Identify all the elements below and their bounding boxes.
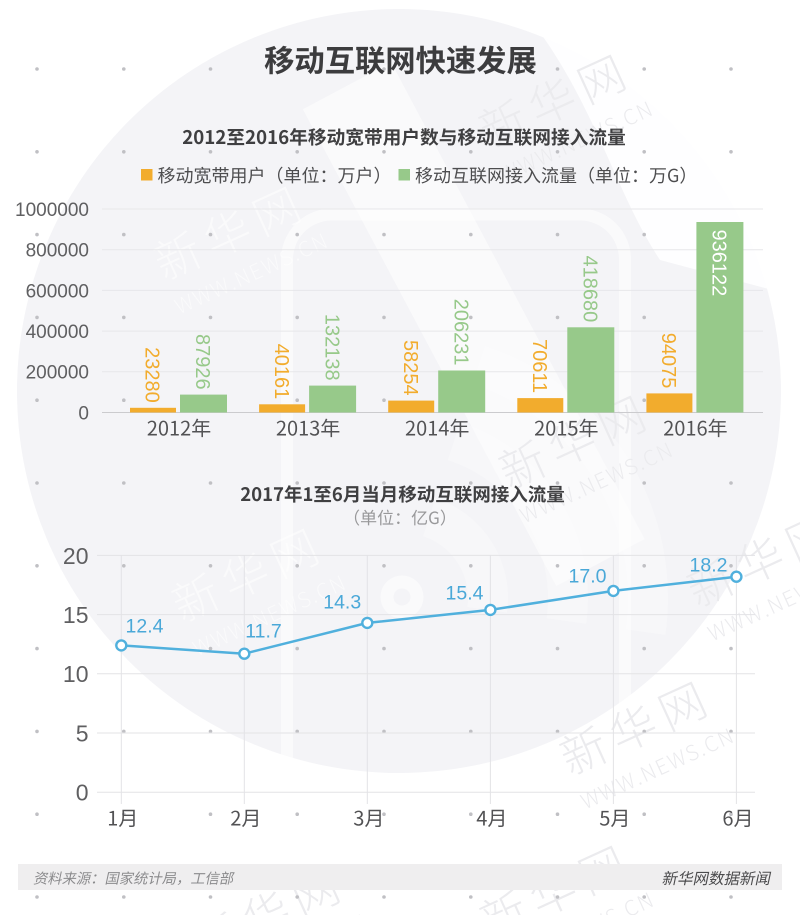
- svg-text:5: 5: [76, 720, 89, 746]
- svg-text:15.4: 15.4: [446, 583, 484, 605]
- svg-text:0: 0: [78, 403, 89, 424]
- svg-text:200000: 200000: [26, 363, 89, 384]
- svg-text:17.0: 17.0: [569, 566, 607, 588]
- svg-text:18.2: 18.2: [690, 554, 728, 576]
- svg-text:87926: 87926: [191, 334, 213, 390]
- svg-text:206231: 206231: [449, 299, 471, 366]
- svg-text:1000000: 1000000: [15, 200, 89, 221]
- svg-text:12.4: 12.4: [126, 616, 164, 638]
- svg-text:20: 20: [63, 543, 89, 569]
- svg-text:800000: 800000: [26, 241, 89, 262]
- svg-text:11.7: 11.7: [245, 620, 282, 642]
- svg-text:14.3: 14.3: [323, 592, 361, 614]
- svg-text:132138: 132138: [320, 314, 342, 381]
- svg-text:23280: 23280: [141, 347, 163, 403]
- svg-text:418680: 418680: [579, 256, 601, 323]
- svg-text:600000: 600000: [26, 281, 89, 302]
- svg-text:40161: 40161: [270, 344, 292, 400]
- svg-text:0: 0: [76, 780, 89, 806]
- svg-text:400000: 400000: [26, 322, 89, 343]
- svg-text:15: 15: [63, 602, 89, 628]
- svg-text:70611: 70611: [528, 339, 550, 393]
- svg-text:10: 10: [63, 661, 89, 687]
- svg-text:94075: 94075: [657, 333, 679, 389]
- svg-text:58254: 58254: [399, 340, 421, 396]
- svg-text:936122: 936122: [708, 230, 730, 297]
